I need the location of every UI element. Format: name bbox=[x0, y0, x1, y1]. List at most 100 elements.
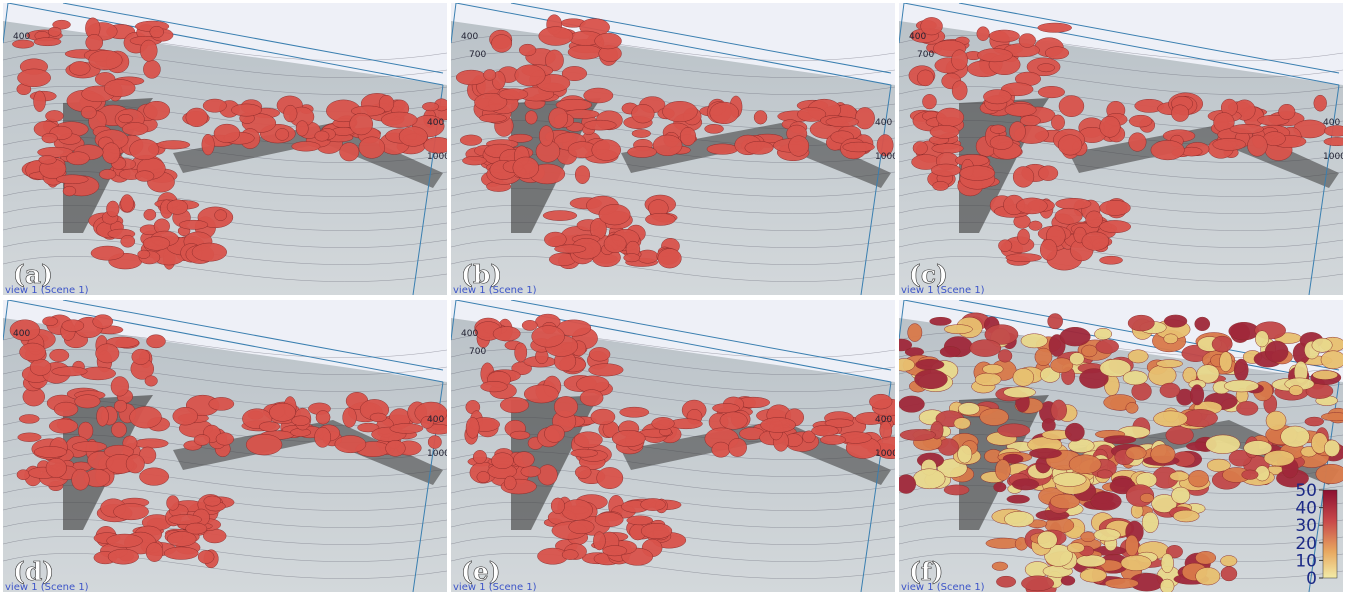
blob bbox=[1029, 221, 1042, 231]
blob bbox=[1029, 448, 1061, 458]
blob bbox=[49, 419, 78, 433]
blob bbox=[589, 347, 610, 361]
blob bbox=[91, 246, 124, 260]
blob bbox=[1035, 348, 1052, 366]
blob bbox=[513, 157, 539, 179]
blob bbox=[1077, 555, 1106, 567]
blob bbox=[1094, 328, 1111, 340]
blob bbox=[203, 529, 226, 543]
panel: 4007004001000(e)view 1 (Scene 1) bbox=[451, 300, 908, 593]
blob bbox=[1051, 115, 1064, 130]
blob bbox=[1234, 359, 1248, 381]
blob bbox=[140, 40, 157, 61]
blob bbox=[1082, 232, 1109, 251]
blob bbox=[592, 140, 621, 161]
blob bbox=[97, 406, 109, 426]
blob bbox=[1171, 105, 1188, 122]
blob bbox=[539, 27, 573, 46]
blob bbox=[1172, 487, 1190, 504]
blob bbox=[574, 432, 602, 448]
blob bbox=[627, 516, 653, 525]
blob bbox=[543, 211, 577, 221]
blob bbox=[990, 125, 1006, 134]
blob bbox=[1173, 510, 1199, 522]
blob bbox=[1100, 256, 1123, 264]
blob bbox=[89, 50, 123, 70]
blob bbox=[1067, 543, 1084, 553]
blob bbox=[624, 254, 640, 262]
blob bbox=[998, 424, 1030, 437]
blob bbox=[1061, 576, 1075, 585]
blob bbox=[114, 400, 127, 412]
blob bbox=[1316, 464, 1346, 484]
blob bbox=[820, 435, 845, 445]
blob bbox=[1056, 198, 1092, 209]
blob bbox=[1164, 334, 1178, 344]
blob bbox=[1189, 470, 1209, 487]
panel: 4004001000(a)view 1 (Scene 1) bbox=[3, 3, 455, 296]
blob bbox=[113, 503, 148, 519]
blob bbox=[460, 135, 482, 146]
blob bbox=[493, 327, 520, 341]
blob bbox=[203, 99, 226, 112]
caption: view 1 (Scene 1) bbox=[5, 582, 89, 593]
blob bbox=[48, 27, 61, 36]
blob bbox=[269, 403, 295, 421]
blob bbox=[710, 102, 739, 124]
blob bbox=[1037, 531, 1057, 548]
blob bbox=[914, 370, 947, 389]
blob bbox=[554, 396, 577, 417]
blob bbox=[1013, 368, 1034, 386]
blob bbox=[1154, 411, 1188, 427]
blob bbox=[102, 143, 120, 164]
blob bbox=[1055, 208, 1082, 224]
blob bbox=[641, 523, 672, 538]
blob bbox=[1100, 116, 1121, 137]
blob bbox=[994, 482, 1007, 492]
blob bbox=[571, 449, 598, 457]
blob bbox=[456, 70, 486, 85]
blob bbox=[86, 34, 103, 50]
blob bbox=[983, 364, 1004, 374]
axis-label: 400 bbox=[909, 32, 926, 42]
blob bbox=[246, 434, 282, 455]
blob bbox=[641, 498, 666, 510]
blob bbox=[52, 367, 88, 376]
blob bbox=[593, 532, 605, 550]
blob bbox=[653, 135, 682, 156]
blob bbox=[603, 546, 627, 556]
blob bbox=[69, 61, 90, 75]
blob bbox=[913, 141, 928, 154]
blob bbox=[1142, 512, 1158, 533]
blob bbox=[712, 403, 739, 412]
blob bbox=[998, 240, 1012, 252]
blob bbox=[119, 114, 133, 123]
blob bbox=[424, 137, 452, 153]
blob bbox=[855, 107, 875, 129]
blob bbox=[940, 346, 960, 357]
blob bbox=[1314, 95, 1327, 111]
axis-label: 1000 bbox=[875, 152, 898, 162]
blob bbox=[1289, 385, 1303, 395]
blob bbox=[952, 81, 967, 100]
blob bbox=[1151, 140, 1185, 160]
blob bbox=[712, 442, 730, 457]
blob bbox=[50, 349, 69, 362]
blob bbox=[1069, 352, 1084, 365]
blob bbox=[515, 65, 546, 86]
blob bbox=[983, 90, 1011, 104]
blob bbox=[54, 402, 78, 416]
blob bbox=[466, 417, 479, 438]
blob bbox=[386, 440, 406, 456]
blob bbox=[75, 395, 101, 408]
blob bbox=[1312, 338, 1332, 352]
blob bbox=[522, 320, 537, 330]
blob bbox=[1105, 578, 1138, 588]
blob bbox=[359, 137, 385, 159]
blob bbox=[869, 394, 892, 409]
blob bbox=[958, 445, 972, 463]
blob bbox=[34, 38, 61, 46]
blob bbox=[1017, 229, 1029, 245]
blob bbox=[620, 407, 649, 417]
blob bbox=[1126, 446, 1147, 459]
